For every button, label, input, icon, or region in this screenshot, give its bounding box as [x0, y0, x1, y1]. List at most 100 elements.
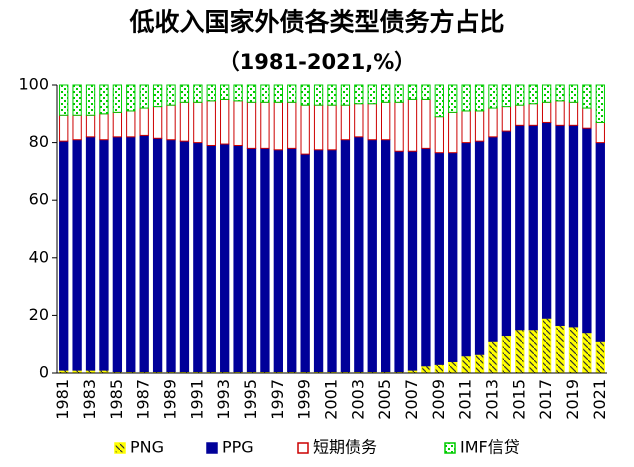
bar-segment — [434, 116, 444, 154]
bar-segment — [434, 84, 444, 118]
bar-segment — [367, 139, 377, 373]
bar-segment — [327, 104, 337, 151]
bar-segment — [381, 84, 391, 103]
bar-segment — [300, 104, 310, 155]
bar-segment — [72, 114, 82, 141]
x-tick-label: 1983 — [80, 379, 99, 420]
bar-segment — [461, 84, 471, 112]
bar-segment — [300, 153, 310, 373]
bar-segment — [461, 355, 471, 374]
bar-segment — [166, 104, 176, 141]
bar-segment — [555, 84, 565, 102]
bar-segment — [421, 84, 431, 100]
bar-segment — [367, 84, 377, 105]
bar-segment — [407, 150, 418, 371]
bar-segment — [354, 136, 364, 373]
legend-swatch — [297, 442, 309, 454]
bar-segment — [488, 340, 498, 374]
bar-segment — [528, 84, 538, 105]
chart-title: 低收入国家外债各类型债务方占比 — [128, 8, 504, 37]
bar-segment — [206, 100, 216, 146]
bar-segment — [461, 110, 471, 144]
y-tick-label: 80 — [29, 132, 49, 151]
bar-segment — [448, 84, 458, 113]
bar-segment — [555, 124, 565, 326]
bar-segment — [434, 363, 444, 374]
bar-segment — [407, 98, 418, 152]
x-tick-label: 2019 — [563, 379, 582, 420]
bar-segment — [193, 101, 203, 144]
bar-segment — [112, 111, 123, 138]
bar-segment — [72, 84, 82, 116]
bar-segment — [541, 84, 552, 103]
bar-segment — [488, 107, 498, 138]
legend-swatch — [114, 442, 126, 454]
bar-segment — [139, 134, 149, 373]
bar-segment — [260, 147, 270, 373]
bar-segment — [340, 104, 351, 141]
bar-segment — [528, 329, 538, 374]
bar-segment — [434, 152, 444, 365]
bar-segment — [313, 104, 324, 151]
bar-segment — [287, 147, 297, 373]
bar-segment — [381, 101, 391, 141]
bar-segment — [555, 100, 565, 126]
bar-segment — [179, 140, 190, 373]
legend-swatch — [206, 442, 218, 454]
x-tick-label: 2013 — [482, 379, 501, 420]
bar-segment — [166, 84, 176, 106]
bar-segment — [193, 142, 203, 373]
bar-segment — [152, 106, 163, 139]
bar-segment — [595, 340, 605, 374]
bar-segment — [300, 84, 310, 106]
bar-segment — [99, 113, 109, 141]
y-tick-label: 40 — [29, 247, 49, 266]
bar-segment — [273, 101, 283, 151]
legend-label: 短期债务 — [313, 438, 377, 457]
bar-segment — [474, 110, 485, 142]
bar-segment — [139, 84, 149, 109]
bar-segment — [568, 326, 579, 374]
bar-segment — [501, 335, 512, 374]
bar-segment — [354, 103, 364, 138]
bar-segment — [394, 101, 404, 152]
bar-segment — [246, 101, 257, 149]
bar-segment — [59, 140, 69, 371]
bar-segment — [220, 84, 230, 100]
bar-segment — [474, 353, 485, 374]
legend-label: PPG — [222, 438, 254, 457]
bar-segment — [59, 114, 69, 142]
x-tick-label: 2021 — [590, 379, 609, 420]
bar-segment — [340, 84, 351, 106]
bar-segment — [246, 84, 257, 103]
bar-segment — [541, 121, 552, 319]
x-tick-label: 2015 — [509, 379, 528, 420]
x-tick-label: 1995 — [241, 379, 260, 420]
bar-segment — [568, 84, 579, 103]
bar-segment — [448, 360, 458, 374]
bar-segment — [152, 137, 163, 373]
bar-segment — [233, 100, 243, 146]
y-tick-label: 100 — [18, 75, 49, 94]
bar-segment — [260, 101, 270, 149]
bar-segment — [72, 139, 82, 371]
bar-segment — [501, 130, 512, 337]
legend-label: PNG — [130, 438, 164, 457]
bar-segment — [555, 324, 565, 374]
bar-segment — [287, 101, 297, 149]
x-tick-label: 1999 — [295, 379, 314, 420]
legend-swatch — [444, 442, 456, 454]
bar-segment — [474, 140, 485, 355]
bar-segment — [595, 121, 605, 144]
bar-segment — [273, 149, 283, 373]
x-tick-label: 1981 — [53, 379, 72, 420]
bar-segment — [515, 104, 525, 126]
bar-segment — [179, 84, 190, 103]
bar-segment — [233, 84, 243, 102]
bar-segment — [381, 139, 391, 373]
bar-segment — [582, 84, 592, 109]
bar-segment — [313, 84, 324, 106]
bar-segment — [448, 152, 458, 362]
bar-segment — [313, 149, 324, 373]
